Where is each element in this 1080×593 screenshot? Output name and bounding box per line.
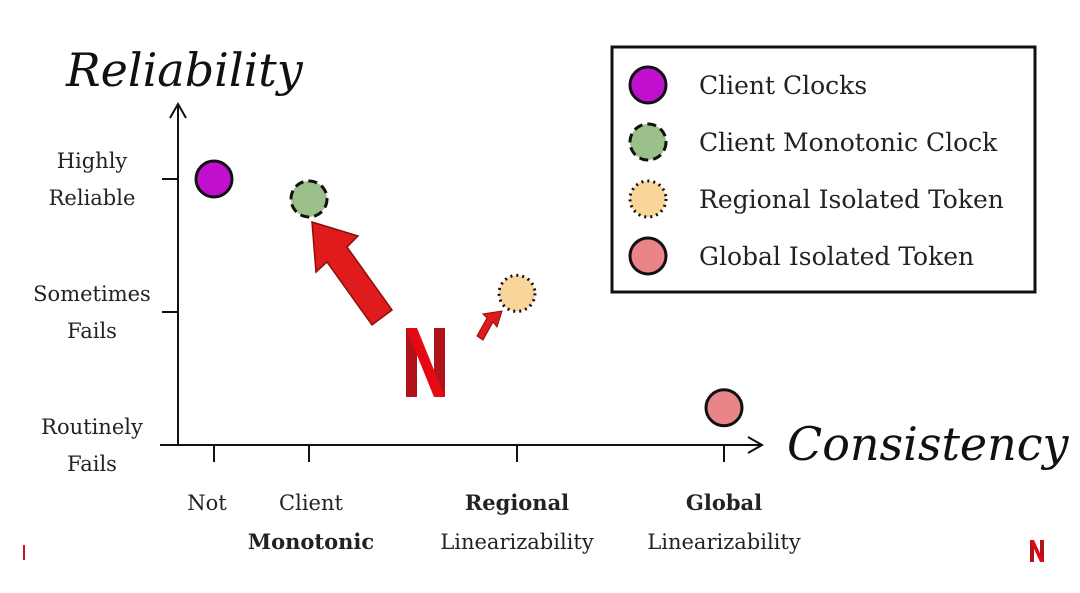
y-tick-label: Reliable [49,186,136,210]
legend-marker [628,122,668,162]
y-ticks: Routinely Fails Sometimes Fails Highly Reliab… [33,149,178,476]
y-tick-label: Highly [57,149,128,173]
y-tick-label: Fails [67,319,117,343]
x-tick-label: Client [279,491,343,515]
y-tick-label: Sometimes [33,282,151,306]
y-axis-arrowhead [169,101,187,119]
netflix-logo-center [406,328,445,397]
x-tick-label: Not [187,491,227,515]
x-ticks: Not Client Monotonic Regional Linearizabilit… [187,445,801,554]
x-tick-label: Linearizability [440,530,594,554]
y-tick-label: Fails [67,452,117,476]
x-axis-arrowhead [747,436,765,454]
x-tick-label: Monotonic [248,529,374,554]
netflix-logo-corner [1030,540,1044,562]
y-axis-title: Reliability [65,43,304,97]
legend: Client Clocks Client Monotonic Clock Regio… [628,65,1004,276]
legend-label: Regional Isolated Token [699,185,1004,214]
legend-marker [628,65,668,105]
x-tick-label: Linearizability [647,530,801,554]
x-tick-label: Regional [465,490,569,515]
legend-marker [628,236,668,276]
x-tick-label: Global [686,490,762,515]
small-arrow-icon [476,310,503,341]
data-point [497,273,537,313]
legend-label: Client Monotonic Clock [699,128,998,157]
large-arrow-icon [311,220,394,327]
data-point [289,179,329,219]
data-point [704,388,744,428]
legend-box [610,45,1037,294]
data-point [194,159,234,199]
data-points [194,159,744,428]
legend-marker [628,179,668,219]
x-axis-title: Consistency [787,417,1070,471]
legend-label: Client Clocks [699,71,867,100]
y-tick-label: Routinely [41,415,143,439]
legend-label: Global Isolated Token [699,242,974,271]
